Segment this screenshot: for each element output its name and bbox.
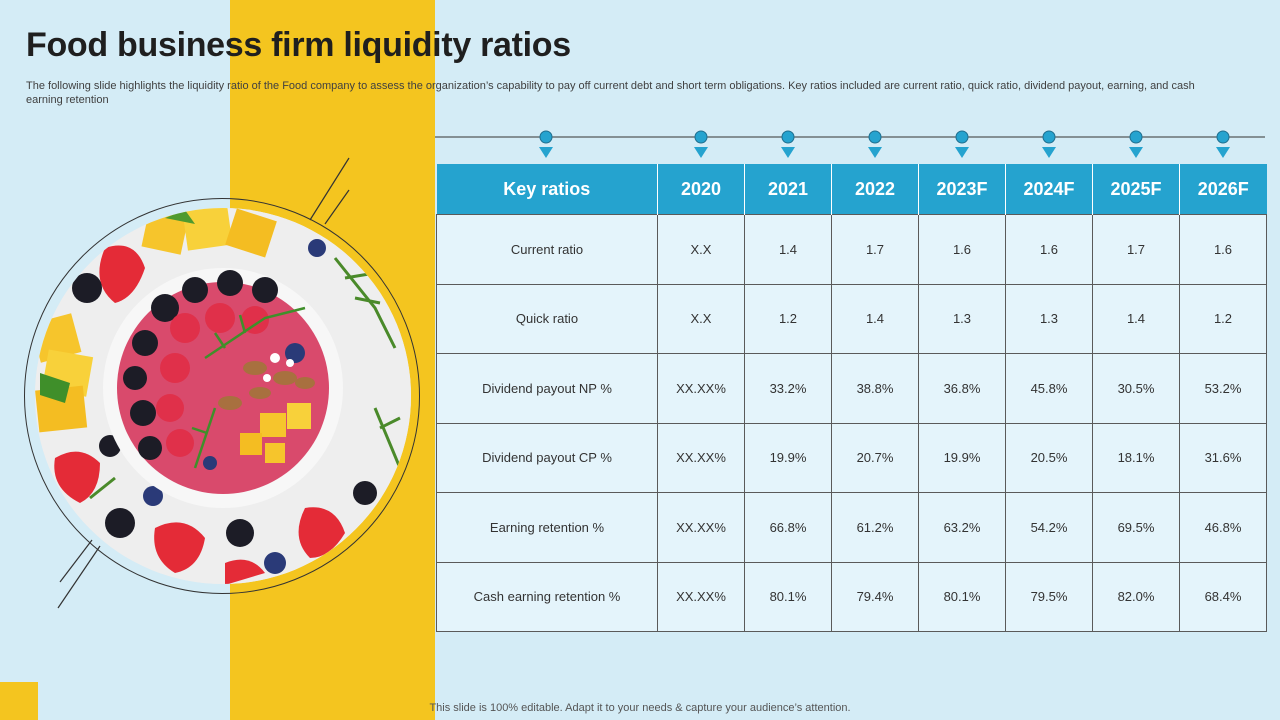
table-row: Earning retention % XX.XX% 66.8% 61.2% 6… [436, 492, 1267, 563]
table-row: Dividend payout CP % XX.XX% 19.9% 20.7% … [436, 422, 1267, 493]
timeline-marker-1 [539, 130, 553, 158]
header-year: 2020 [657, 164, 745, 215]
liquidity-ratios-table: Key ratios 2020 2021 2022 2023F 2024F 20… [436, 164, 1267, 632]
header-year: 2024F [1005, 164, 1093, 215]
row-label: Earning retention % [436, 492, 658, 563]
timeline-marker-8 [1216, 130, 1230, 158]
food-bowl-photo [35, 208, 411, 584]
row-label: Dividend payout CP % [436, 422, 658, 493]
strawberries [54, 245, 345, 584]
header-year: 2023F [918, 164, 1006, 215]
bowl-dill [191, 306, 306, 469]
table-cell: 30.5% [1092, 353, 1180, 424]
table-cell: 1.2 [1179, 283, 1267, 354]
yellow-corner-square [0, 682, 38, 720]
timeline-marker-6 [1042, 130, 1056, 158]
table-cell: 53.2% [1179, 353, 1267, 424]
table-cell: 20.5% [1005, 422, 1093, 493]
timeline-marker-7 [1129, 130, 1143, 158]
table-cell: 36.8% [918, 353, 1006, 424]
table-cell: 1.3 [918, 283, 1006, 354]
table-cell: 79.4% [831, 561, 919, 632]
row-label: Quick ratio [436, 283, 658, 354]
table-cell: 1.2 [744, 283, 832, 354]
timeline-marker-5 [955, 130, 969, 158]
mango-pieces-top [141, 208, 277, 258]
table-cell: XX.XX% [657, 353, 745, 424]
header-year: 2025F [1092, 164, 1180, 215]
table-cell: 1.3 [1005, 283, 1093, 354]
slide-subtitle: The following slide highlights the liqui… [26, 80, 1195, 106]
table-cell: 63.2% [918, 492, 1006, 563]
header-year: 2022 [831, 164, 919, 215]
food-bowl-illustration [35, 208, 411, 584]
slide-footer-note: This slide is 100% editable. Adapt it to… [429, 702, 851, 714]
table-row: Dividend payout NP % XX.XX% 33.2% 38.8% … [436, 353, 1267, 424]
table-cell: 31.6% [1179, 422, 1267, 493]
mango-pieces-left [35, 313, 94, 433]
table-cell: 18.1% [1092, 422, 1180, 493]
table-cell: 1.7 [831, 214, 919, 285]
table-cell: 82.0% [1092, 561, 1180, 632]
table-cell: XX.XX% [657, 561, 745, 632]
table-cell: 33.2% [744, 353, 832, 424]
dill-herbs [89, 257, 402, 500]
table-cell: 46.8% [1179, 492, 1267, 563]
table-cell: 1.6 [1005, 214, 1093, 285]
table-cell: 1.4 [831, 283, 919, 354]
table-cell: 61.2% [831, 492, 919, 563]
row-label: Dividend payout NP % [436, 353, 658, 424]
table-cell: XX.XX% [657, 492, 745, 563]
table-cell: 1.4 [1092, 283, 1180, 354]
table-cell: 1.4 [744, 214, 832, 285]
berries-around [72, 239, 377, 574]
table-cell: 66.8% [744, 492, 832, 563]
table-row: Current ratio X.X 1.4 1.7 1.6 1.6 1.7 1.… [436, 214, 1267, 285]
table-cell: X.X [657, 283, 745, 354]
header-year: 2021 [744, 164, 832, 215]
table-cell: X.X [657, 214, 745, 285]
table-cell: 54.2% [1005, 492, 1093, 563]
photo-frame-ring [24, 198, 420, 594]
timeline-marker-4 [868, 130, 882, 158]
timeline-markers [435, 130, 1265, 158]
table-cell: 1.6 [918, 214, 1006, 285]
table-cell: XX.XX% [657, 422, 745, 493]
table-cell: 1.7 [1092, 214, 1180, 285]
table-cell: 80.1% [744, 561, 832, 632]
table-row: Cash earning retention % XX.XX% 80.1% 79… [436, 561, 1267, 632]
slide-title: Food business firm liquidity ratios [26, 26, 571, 64]
row-label: Current ratio [436, 214, 658, 285]
table-row: Quick ratio X.X 1.2 1.4 1.3 1.3 1.4 1.2 [436, 283, 1267, 354]
table-cell: 20.7% [831, 422, 919, 493]
table-cell: 1.6 [1179, 214, 1267, 285]
table-cell: 45.8% [1005, 353, 1093, 424]
table-cell: 79.5% [1005, 561, 1093, 632]
table-cell: 38.8% [831, 353, 919, 424]
table-cell: 19.9% [918, 422, 1006, 493]
table-cell: 68.4% [1179, 561, 1267, 632]
table-cell: 19.9% [744, 422, 832, 493]
header-year: 2026F [1179, 164, 1267, 215]
row-label: Cash earning retention % [436, 561, 658, 632]
bowl-toppings [123, 270, 315, 470]
timeline-marker-2 [694, 130, 708, 158]
header-key-ratios: Key ratios [436, 164, 658, 215]
timeline-marker-3 [781, 130, 795, 158]
table-header-row: Key ratios 2020 2021 2022 2023F 2024F 20… [436, 164, 1267, 215]
table-cell: 69.5% [1092, 492, 1180, 563]
table-cell: 80.1% [918, 561, 1006, 632]
